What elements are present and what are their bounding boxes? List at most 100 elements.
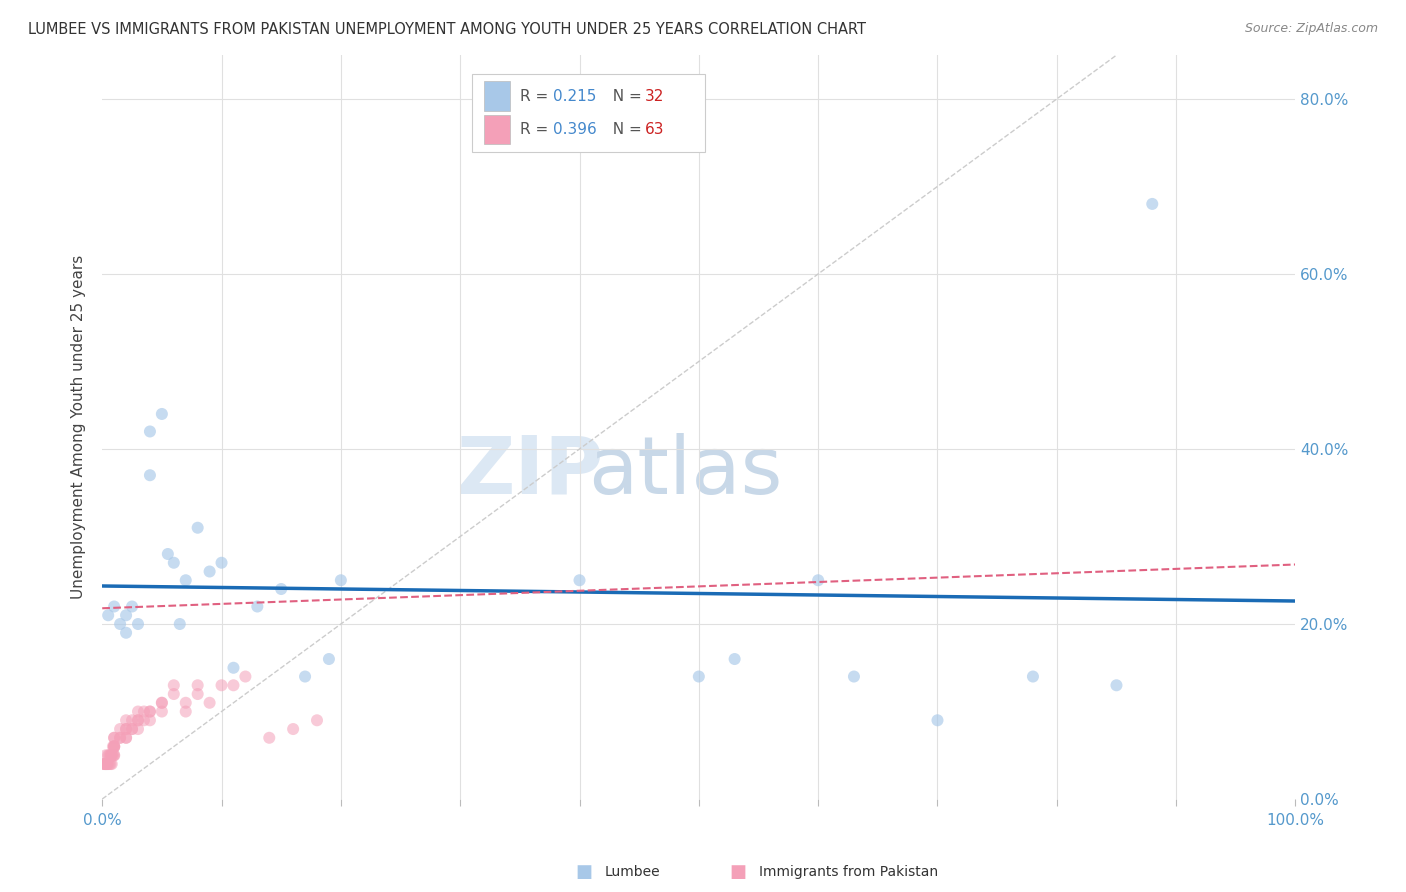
Point [163,678,186,692]
Text: 0.215: 0.215 [553,88,596,103]
Point [97,757,120,772]
Point [93,757,115,772]
Point [96,757,118,772]
Point [103,748,125,763]
Point [723,652,745,666]
Point [127,713,149,727]
Point [187,687,209,701]
Point [121,599,143,614]
Point [108,722,131,736]
Point [568,574,591,588]
Point [100,748,122,763]
Text: Source: ZipAtlas.com: Source: ZipAtlas.com [1244,22,1378,36]
Point [174,574,197,588]
Point [198,565,221,579]
Point [108,617,131,632]
Point [108,731,131,745]
Point [101,748,124,763]
Point [115,608,138,623]
Point [187,678,209,692]
Point [115,722,138,736]
Point [281,722,304,736]
Point [222,661,245,675]
Text: LUMBEE VS IMMIGRANTS FROM PAKISTAN UNEMPLOYMENT AMONG YOUTH UNDER 25 YEARS CORRE: LUMBEE VS IMMIGRANTS FROM PAKISTAN UNEMP… [28,22,866,37]
Text: atlas: atlas [588,433,782,511]
Point [156,547,179,561]
Point [100,748,122,763]
Point [139,468,162,483]
Point [1022,669,1045,683]
Point [127,617,149,632]
Point [98,748,121,763]
Point [100,748,122,763]
Point [150,696,173,710]
Point [96,757,118,772]
Point [115,625,138,640]
FancyBboxPatch shape [484,115,510,145]
Point [94,757,117,772]
Point [211,678,233,692]
Point [163,687,186,701]
Text: R =: R = [520,88,553,103]
Y-axis label: Unemployment Among Youth under 25 years: Unemployment Among Youth under 25 years [72,255,86,599]
Point [169,617,191,632]
Point [150,705,173,719]
Point [187,521,209,535]
Point [329,574,352,588]
Point [103,599,125,614]
Point [103,739,125,754]
Point [121,722,143,736]
Point [688,669,710,683]
Text: Immigrants from Pakistan: Immigrants from Pakistan [759,865,938,880]
Text: ■: ■ [575,863,592,881]
Text: Lumbee: Lumbee [605,865,661,880]
Point [139,425,162,439]
Point [121,722,143,736]
Point [150,407,173,421]
Point [139,713,162,727]
Point [139,705,162,719]
Point [115,722,138,736]
Point [127,722,149,736]
Text: 63: 63 [645,122,665,137]
Point [127,713,149,727]
Point [927,713,949,727]
Point [246,599,269,614]
Point [305,713,328,727]
FancyBboxPatch shape [472,74,704,152]
Point [1142,197,1164,211]
Point [318,652,340,666]
Point [132,713,155,727]
Point [259,731,281,745]
Point [115,713,138,727]
Point [807,574,830,588]
Text: R =: R = [520,122,553,137]
Point [150,696,173,710]
Text: ■: ■ [730,863,747,881]
Point [198,696,221,710]
Point [98,757,121,772]
Point [115,731,138,745]
Point [100,757,122,772]
Point [103,731,125,745]
Point [103,739,125,754]
Point [174,696,197,710]
Text: ZIP: ZIP [456,433,603,511]
Point [94,748,117,763]
Point [163,556,186,570]
Point [93,757,115,772]
Point [108,731,131,745]
Point [270,582,292,596]
Point [93,757,115,772]
Point [103,731,125,745]
Point [132,705,155,719]
Point [103,739,125,754]
Point [139,705,162,719]
Point [101,739,124,754]
Point [121,713,143,727]
Point [211,556,233,570]
Text: N =: N = [603,88,647,103]
Point [1105,678,1128,692]
Point [127,705,149,719]
Point [94,757,117,772]
